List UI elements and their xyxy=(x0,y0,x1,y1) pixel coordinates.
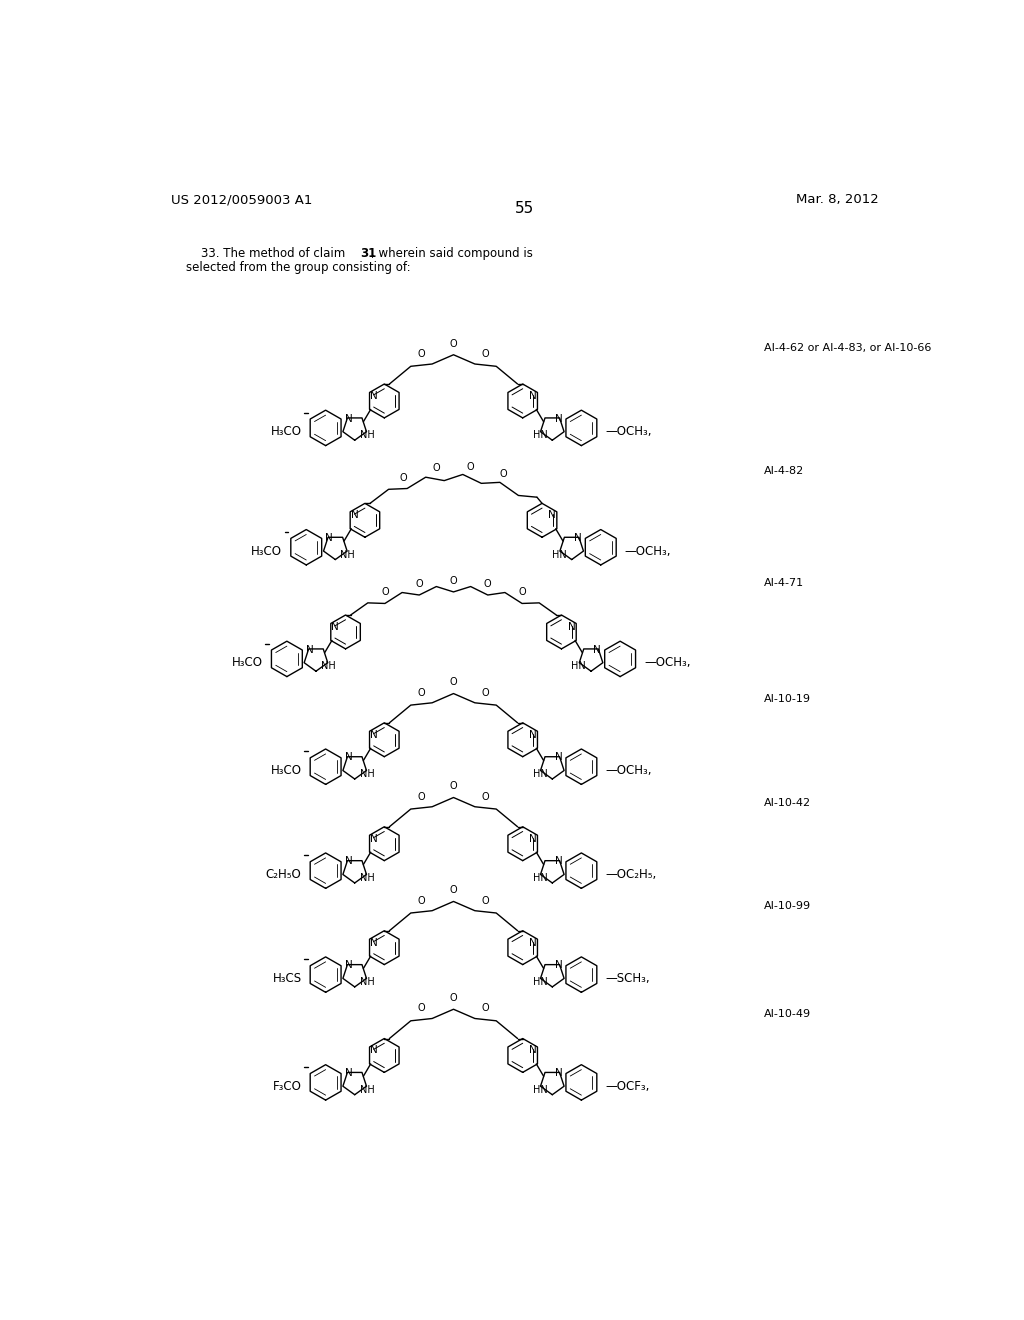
Text: —OCF₃,: —OCF₃, xyxy=(605,1080,650,1093)
Text: N: N xyxy=(345,1068,352,1078)
Text: O: O xyxy=(418,792,425,801)
Text: N: N xyxy=(529,834,537,843)
Text: O: O xyxy=(481,1003,489,1014)
Text: —OCH₃,: —OCH₃, xyxy=(644,656,690,669)
Text: O: O xyxy=(399,473,408,483)
Text: O: O xyxy=(433,463,440,473)
Text: N: N xyxy=(529,1045,537,1056)
Text: US 2012/0059003 A1: US 2012/0059003 A1 xyxy=(171,193,312,206)
Text: AI-4-62 or AI-4-83, or AI-10-66: AI-4-62 or AI-4-83, or AI-10-66 xyxy=(764,343,931,354)
Text: O: O xyxy=(450,339,458,348)
Text: H₃CO: H₃CO xyxy=(270,764,302,777)
Text: —OCH₃,: —OCH₃, xyxy=(605,764,652,777)
Text: N: N xyxy=(332,622,339,632)
Text: O: O xyxy=(418,896,425,906)
Text: AI-4-71: AI-4-71 xyxy=(764,578,804,587)
Text: O: O xyxy=(450,781,458,792)
Text: O: O xyxy=(481,896,489,906)
Text: N: N xyxy=(549,511,556,520)
Text: 55: 55 xyxy=(515,201,535,215)
Text: O: O xyxy=(418,1003,425,1014)
Text: —SCH₃,: —SCH₃, xyxy=(605,972,650,985)
Text: N: N xyxy=(567,622,575,632)
Text: N: N xyxy=(326,533,333,543)
Text: N: N xyxy=(371,391,378,401)
Text: H₃CO: H₃CO xyxy=(270,425,302,438)
Text: HN: HN xyxy=(532,770,548,779)
Text: N: N xyxy=(529,391,537,401)
Text: N: N xyxy=(555,961,562,970)
Text: HN: HN xyxy=(552,549,566,560)
Text: NH: NH xyxy=(321,661,336,672)
Text: NH: NH xyxy=(359,1085,375,1094)
Text: HN: HN xyxy=(571,661,586,672)
Text: O: O xyxy=(381,587,389,597)
Text: 31: 31 xyxy=(360,247,377,260)
Text: selected from the group consisting of:: selected from the group consisting of: xyxy=(186,261,411,273)
Text: O: O xyxy=(484,579,492,589)
Text: N: N xyxy=(555,857,562,866)
Text: N: N xyxy=(345,413,352,424)
Text: N: N xyxy=(351,511,358,520)
Text: NH: NH xyxy=(359,770,375,779)
Text: N: N xyxy=(345,857,352,866)
Text: NH: NH xyxy=(359,430,375,441)
Text: N: N xyxy=(593,644,601,655)
Text: —OCH₃,: —OCH₃, xyxy=(625,545,672,557)
Text: O: O xyxy=(450,677,458,688)
Text: NH: NH xyxy=(340,549,355,560)
Text: N: N xyxy=(306,644,313,655)
Text: HN: HN xyxy=(532,977,548,987)
Text: AI-10-99: AI-10-99 xyxy=(764,902,811,911)
Text: N: N xyxy=(371,834,378,843)
Text: O: O xyxy=(481,688,489,698)
Text: N: N xyxy=(371,937,378,948)
Text: O: O xyxy=(518,587,526,597)
Text: F₃CO: F₃CO xyxy=(272,1080,302,1093)
Text: O: O xyxy=(450,886,458,895)
Text: HN: HN xyxy=(532,873,548,883)
Text: —OCH₃,: —OCH₃, xyxy=(605,425,652,438)
Text: AI-10-42: AI-10-42 xyxy=(764,797,811,808)
Text: O: O xyxy=(450,576,458,586)
Text: O: O xyxy=(416,579,423,589)
Text: N: N xyxy=(555,413,562,424)
Text: NH: NH xyxy=(359,873,375,883)
Text: N: N xyxy=(371,1045,378,1056)
Text: Mar. 8, 2012: Mar. 8, 2012 xyxy=(797,193,879,206)
Text: HN: HN xyxy=(532,1085,548,1094)
Text: O: O xyxy=(466,462,474,471)
Text: , wherein said compound is: , wherein said compound is xyxy=(372,247,534,260)
Text: N: N xyxy=(555,1068,562,1078)
Text: H₃CS: H₃CS xyxy=(272,972,302,985)
Text: O: O xyxy=(481,792,489,801)
Text: O: O xyxy=(418,348,425,359)
Text: O: O xyxy=(481,348,489,359)
Text: AI-10-19: AI-10-19 xyxy=(764,693,811,704)
Text: O: O xyxy=(418,688,425,698)
Text: O: O xyxy=(500,469,507,479)
Text: 33. The method of claim: 33. The method of claim xyxy=(186,247,349,260)
Text: N: N xyxy=(345,752,352,763)
Text: AI-4-82: AI-4-82 xyxy=(764,466,804,477)
Text: —OC₂H₅,: —OC₂H₅, xyxy=(605,869,656,880)
Text: HN: HN xyxy=(532,430,548,441)
Text: O: O xyxy=(450,993,458,1003)
Text: N: N xyxy=(371,730,378,739)
Text: H₃CO: H₃CO xyxy=(231,656,263,669)
Text: C₂H₅O: C₂H₅O xyxy=(266,869,302,880)
Text: N: N xyxy=(574,533,582,543)
Text: N: N xyxy=(345,961,352,970)
Text: N: N xyxy=(529,937,537,948)
Text: N: N xyxy=(529,730,537,739)
Text: AI-10-49: AI-10-49 xyxy=(764,1010,811,1019)
Text: NH: NH xyxy=(359,977,375,987)
Text: N: N xyxy=(555,752,562,763)
Text: H₃CO: H₃CO xyxy=(251,545,283,557)
